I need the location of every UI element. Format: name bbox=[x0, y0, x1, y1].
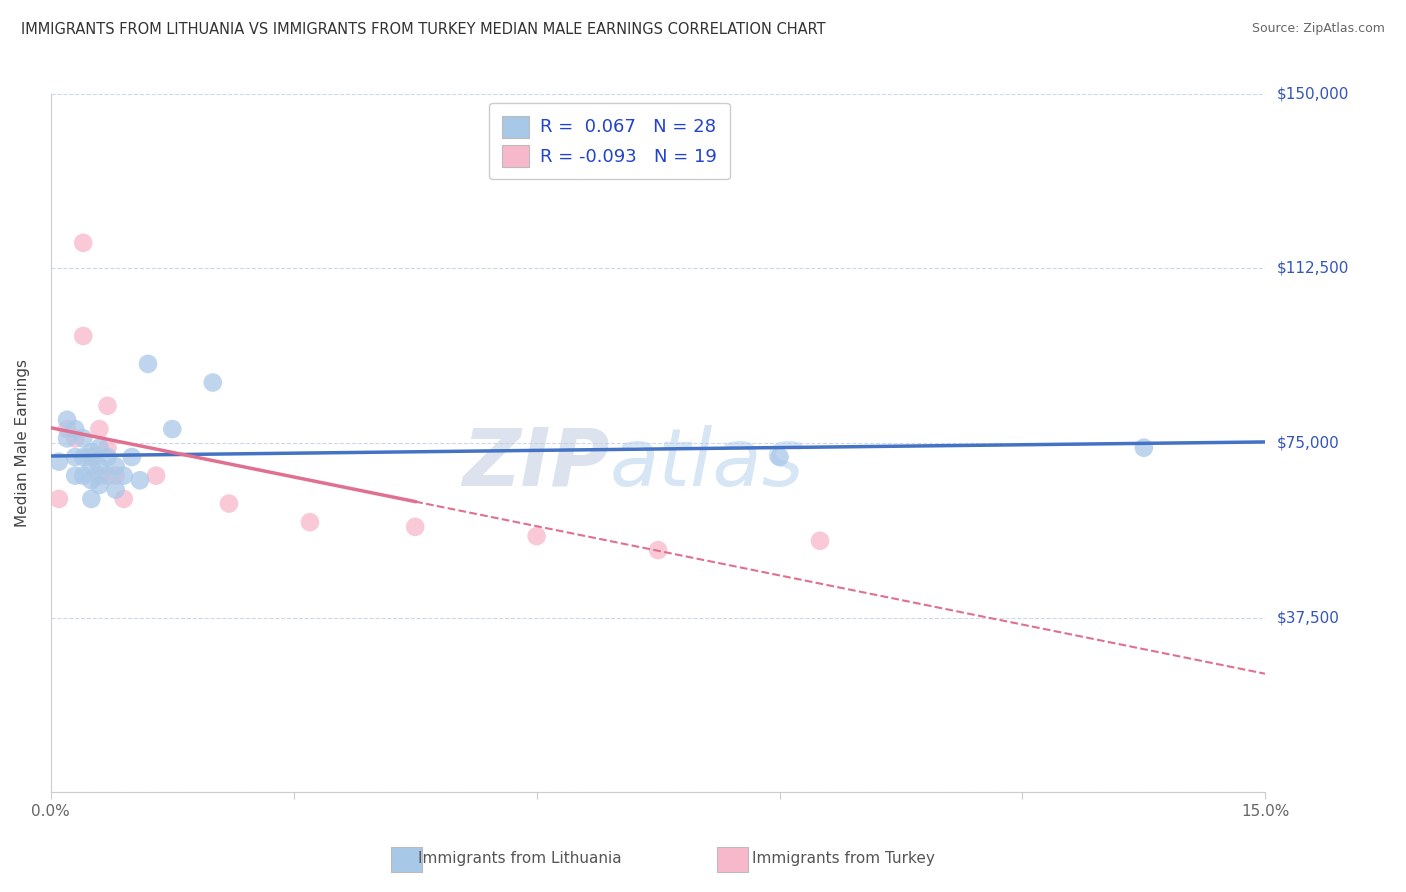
Point bbox=[162, 422, 184, 436]
Point bbox=[647, 543, 669, 558]
Point bbox=[72, 235, 94, 250]
Point bbox=[112, 468, 135, 483]
Point bbox=[104, 483, 127, 497]
Text: $75,000: $75,000 bbox=[1277, 435, 1339, 450]
Point bbox=[63, 422, 86, 436]
Point bbox=[72, 431, 94, 445]
Y-axis label: Median Male Earnings: Median Male Earnings bbox=[15, 359, 30, 527]
Point bbox=[218, 497, 240, 511]
Point bbox=[89, 468, 111, 483]
Point bbox=[80, 450, 103, 464]
Point bbox=[298, 515, 321, 529]
Point bbox=[80, 459, 103, 474]
Text: $150,000: $150,000 bbox=[1277, 87, 1348, 102]
Point bbox=[72, 329, 94, 343]
Point bbox=[89, 422, 111, 436]
Point bbox=[96, 399, 118, 413]
Point bbox=[96, 450, 118, 464]
Point bbox=[128, 473, 150, 487]
Point bbox=[80, 445, 103, 459]
Text: ZIP: ZIP bbox=[463, 425, 610, 503]
Point bbox=[80, 473, 103, 487]
Point bbox=[96, 441, 118, 455]
Point bbox=[201, 376, 224, 390]
Text: Immigrants from Lithuania: Immigrants from Lithuania bbox=[419, 851, 621, 865]
Point bbox=[48, 491, 70, 506]
Point bbox=[89, 478, 111, 492]
Point bbox=[768, 450, 790, 464]
Point bbox=[72, 450, 94, 464]
Point bbox=[96, 468, 118, 483]
Point bbox=[112, 491, 135, 506]
Point bbox=[63, 450, 86, 464]
Point bbox=[72, 468, 94, 483]
Point bbox=[80, 491, 103, 506]
Point bbox=[808, 533, 831, 548]
Point bbox=[526, 529, 548, 543]
Point bbox=[1133, 441, 1156, 455]
Point bbox=[56, 431, 79, 445]
Point bbox=[48, 455, 70, 469]
Point bbox=[104, 468, 127, 483]
Text: IMMIGRANTS FROM LITHUANIA VS IMMIGRANTS FROM TURKEY MEDIAN MALE EARNINGS CORRELA: IMMIGRANTS FROM LITHUANIA VS IMMIGRANTS … bbox=[21, 22, 825, 37]
Point bbox=[136, 357, 159, 371]
Point bbox=[63, 431, 86, 445]
Point bbox=[89, 441, 111, 455]
Point bbox=[404, 520, 426, 534]
Point bbox=[89, 459, 111, 474]
Point bbox=[56, 422, 79, 436]
Text: Immigrants from Turkey: Immigrants from Turkey bbox=[752, 851, 935, 865]
Legend: R =  0.067   N = 28, R = -0.093   N = 19: R = 0.067 N = 28, R = -0.093 N = 19 bbox=[489, 103, 730, 179]
Text: $112,500: $112,500 bbox=[1277, 261, 1348, 276]
Point bbox=[56, 413, 79, 427]
Text: atlas: atlas bbox=[610, 425, 804, 503]
Point bbox=[63, 468, 86, 483]
Text: Source: ZipAtlas.com: Source: ZipAtlas.com bbox=[1251, 22, 1385, 36]
Point bbox=[121, 450, 143, 464]
Point bbox=[104, 459, 127, 474]
Point bbox=[145, 468, 167, 483]
Text: $37,500: $37,500 bbox=[1277, 610, 1340, 625]
